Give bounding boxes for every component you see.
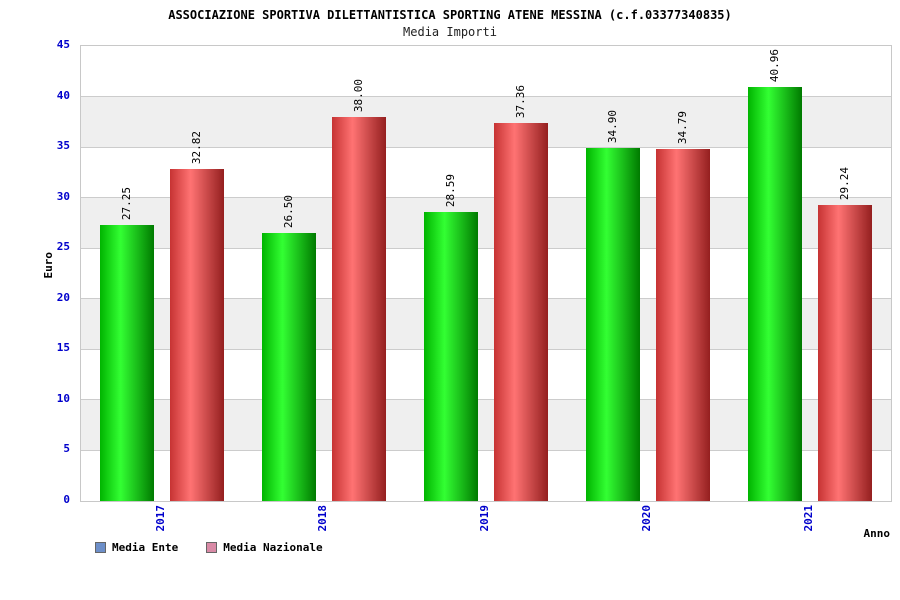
legend-label-media-nazionale: Media Nazionale: [223, 541, 323, 554]
x-axis-title: Anno: [863, 527, 891, 540]
value-label: 38.00: [352, 78, 365, 112]
legend-label-media-ente: Media Ente: [112, 541, 179, 554]
value-label: 32.82: [190, 131, 203, 165]
bar-media-nazionale-2017: [170, 169, 224, 501]
value-label: 40.96: [768, 48, 781, 82]
legend: Media Ente Media Nazionale: [95, 541, 323, 554]
x-tick-label: 2017: [154, 505, 167, 532]
value-label: 26.50: [282, 194, 295, 229]
y-tick-label: 0: [63, 493, 70, 506]
bar-media-nazionale-2021: [818, 205, 872, 501]
x-tick-label: 2018: [316, 505, 329, 532]
y-tick-label: 25: [56, 240, 70, 254]
gridline: [81, 399, 891, 401]
bar-media-nazionale-2018: [332, 116, 386, 501]
y-tick-label: 10: [56, 391, 70, 405]
media-ente-swatch-icon: [95, 542, 106, 553]
value-label: 29.24: [838, 167, 851, 201]
gridline: [81, 96, 891, 98]
y-tick-label: 35: [56, 139, 70, 153]
x-tick-label: 2021: [802, 505, 815, 532]
y-tick-label: 15: [56, 341, 70, 355]
media-nazionale-swatch-icon: [206, 542, 218, 553]
plot-area: 27.25 32.82 26.50 38.00 28.59 37.36 34.90 34.79…: [80, 45, 892, 502]
bar-media-ente-2021: [748, 86, 802, 501]
x-axis: 2017 2018 2019 2020 2021: [80, 503, 890, 545]
bar-media-ente-2018: [262, 233, 316, 501]
value-label: 37.36: [514, 85, 527, 119]
legend-item-media-nazionale: Media Nazionale: [206, 541, 323, 554]
x-tick-label: 2020: [640, 505, 653, 532]
x-tick-label: 2019: [478, 505, 491, 532]
bar-media-ente-2017: [100, 225, 154, 501]
bar-media-nazionale-2019: [494, 123, 548, 501]
y-tick-label: 5: [63, 442, 70, 456]
y-tick-label: 40: [56, 88, 70, 102]
legend-item-media-ente: Media Ente: [95, 541, 178, 554]
value-label: 34.90: [606, 110, 619, 144]
value-label: 34.79: [676, 111, 689, 145]
gridline: [81, 298, 891, 300]
bar-media-ente-2020: [586, 148, 640, 501]
y-tick-label: 20: [56, 290, 70, 304]
gridline: [81, 247, 891, 249]
chart-title: ASSOCIAZIONE SPORTIVA DILETTANTISTICA SP…: [168, 8, 732, 22]
gridline: [81, 146, 891, 148]
chart-subtitle: Media Importi: [403, 25, 497, 39]
bar-media-nazionale-2020: [656, 149, 710, 501]
value-label: 27.25: [120, 187, 133, 221]
bar-media-ente-2019: [424, 211, 478, 501]
y-tick-label: 45: [56, 38, 70, 51]
gridline: [81, 449, 891, 451]
gridline: [81, 197, 891, 199]
gridline: [81, 348, 891, 350]
y-axis: 0 5 10 15 20 25 30 35 40 45: [0, 38, 76, 506]
value-label: 28.59: [444, 173, 457, 207]
y-tick-label: 30: [56, 189, 70, 203]
